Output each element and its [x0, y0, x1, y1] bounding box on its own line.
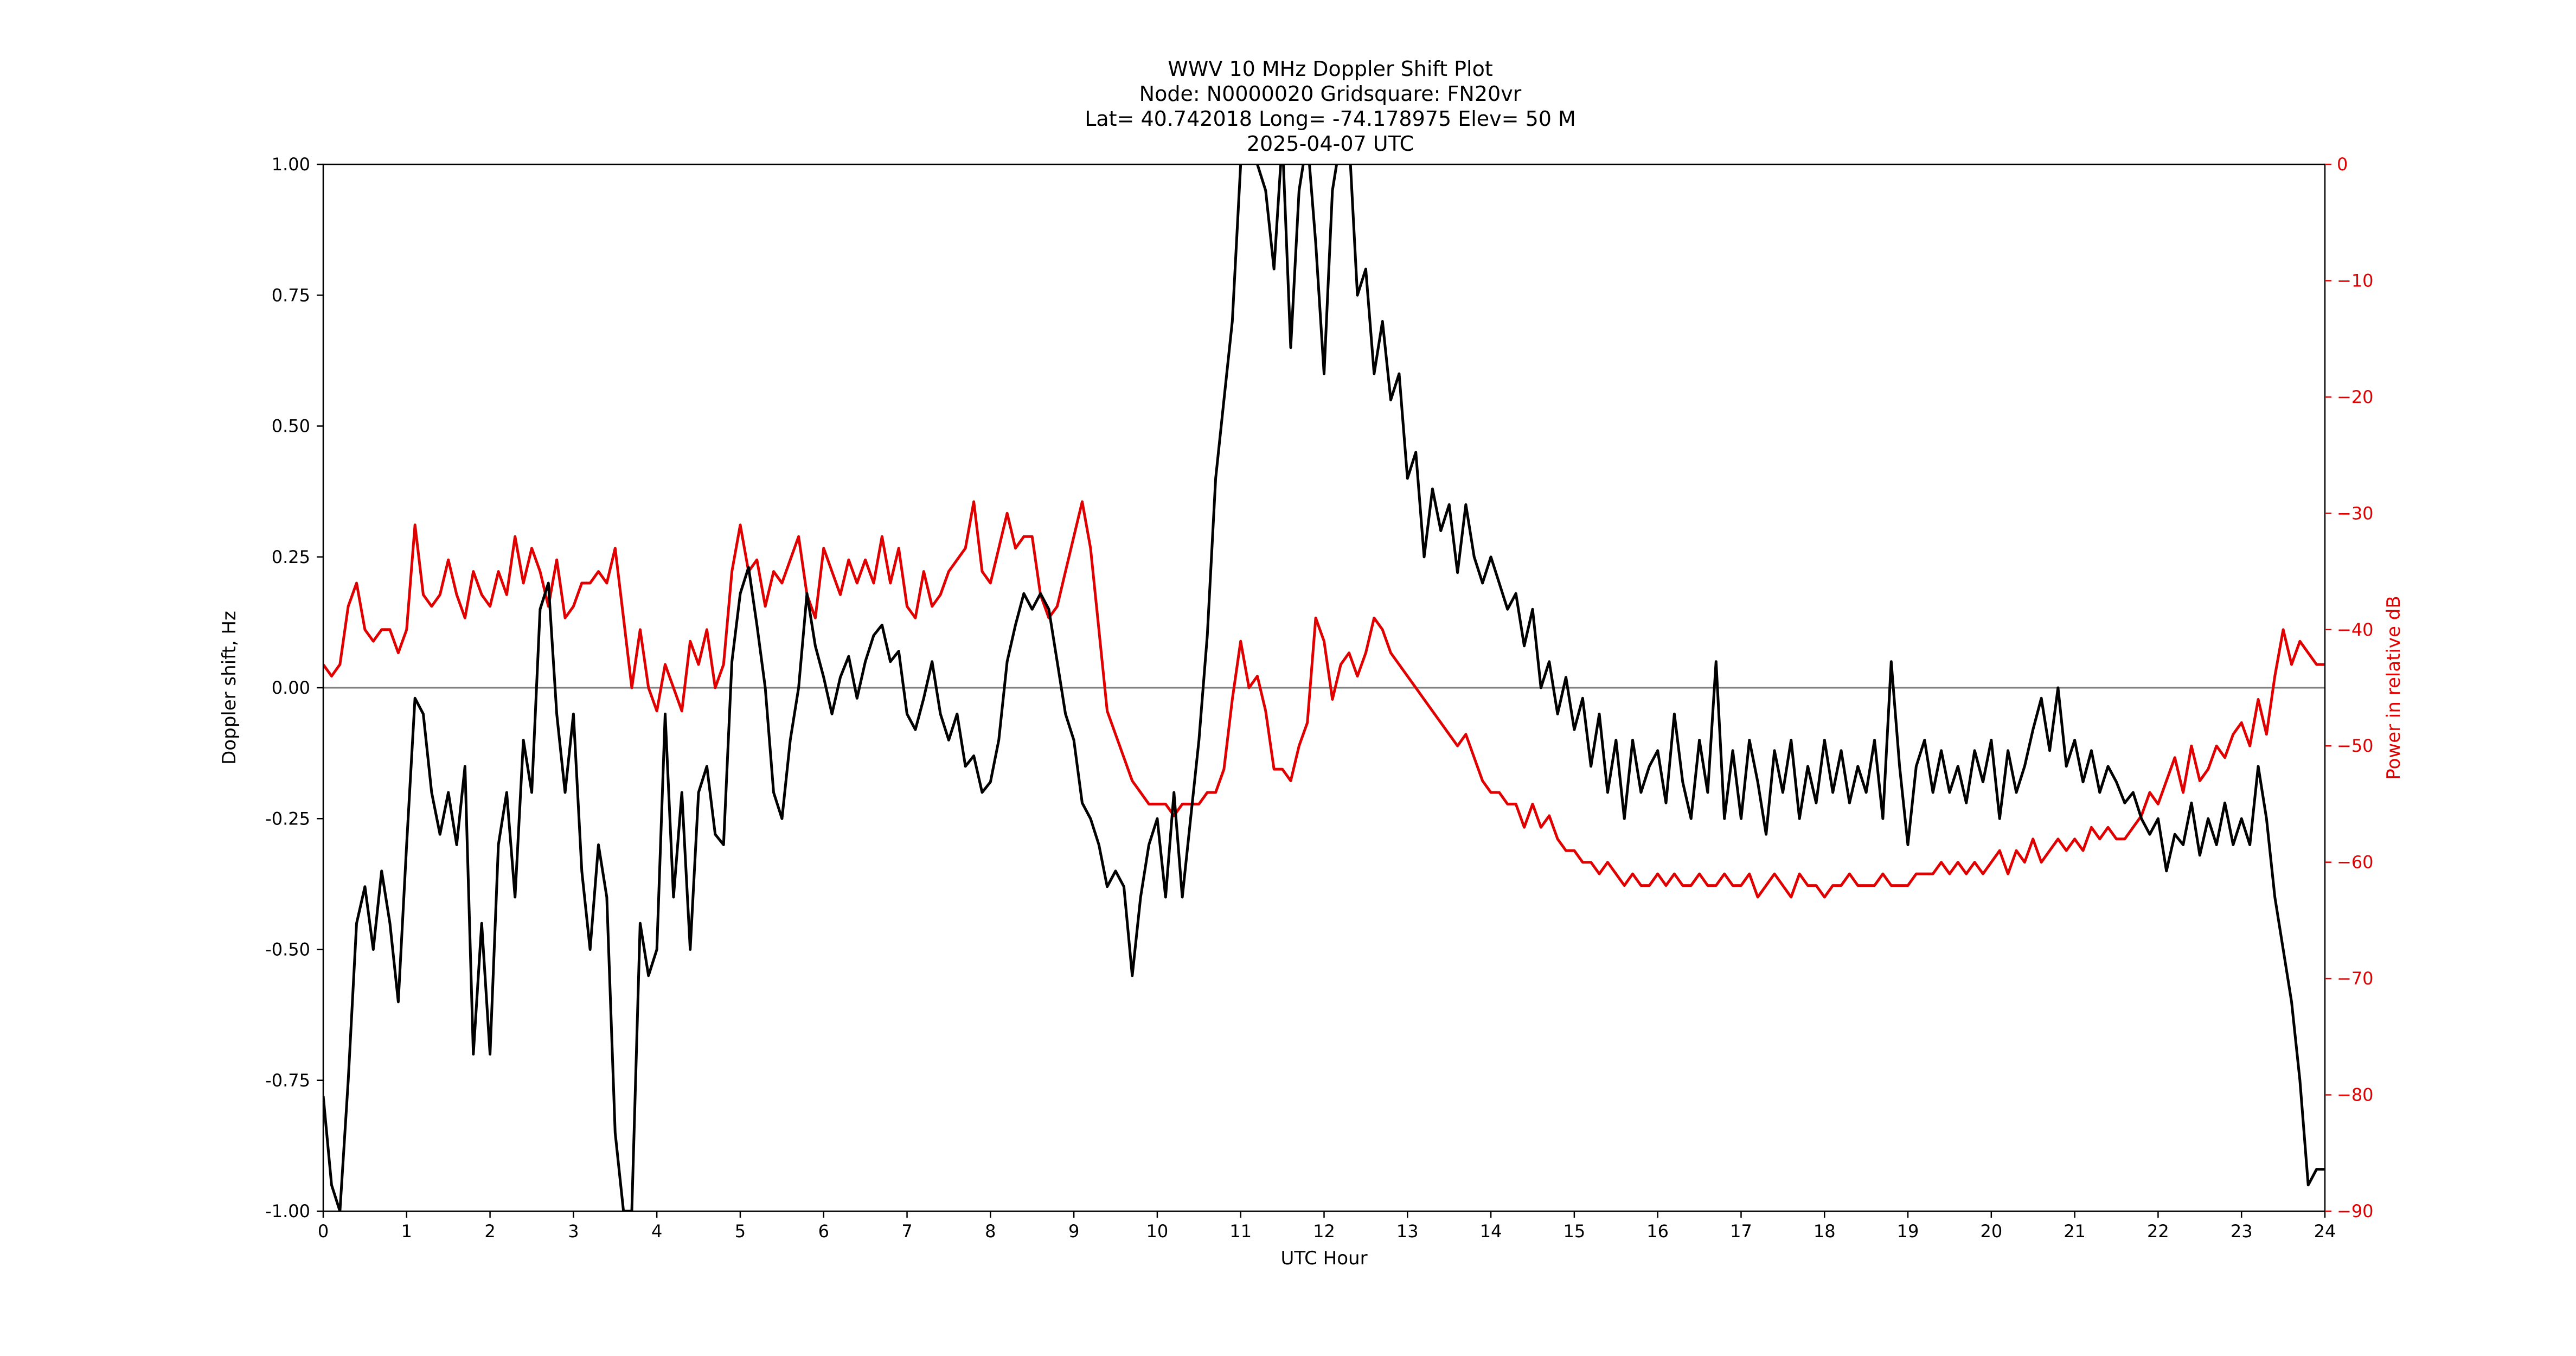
x-tick-label: 15: [1563, 1221, 1586, 1242]
y2-tick-label: −80: [2337, 1085, 2374, 1105]
x-axis-label: UTC Hour: [1280, 1248, 1367, 1269]
y2-tick-label: −50: [2337, 735, 2374, 756]
x-tick-label: 16: [1646, 1221, 1669, 1242]
x-tick-label: 9: [1068, 1221, 1079, 1242]
x-tick-label: 1: [401, 1221, 412, 1242]
y2-tick-label: −60: [2337, 852, 2374, 873]
x-tick-label: 4: [651, 1221, 662, 1242]
x-tick-label: 7: [901, 1221, 912, 1242]
x-tick-label: 19: [1897, 1221, 1919, 1242]
x-tick-label: 24: [2314, 1221, 2336, 1242]
y-tick-label: 0.50: [272, 416, 310, 437]
y-tick-label: -1.00: [265, 1201, 310, 1221]
title-line-4: 2025-04-07 UTC: [1247, 132, 1414, 156]
y-tick-label: 0.25: [272, 547, 310, 567]
title-line-2: Node: N0000020 Gridsquare: FN20vr: [1139, 82, 1522, 106]
y2-tick-label: −20: [2337, 387, 2374, 407]
y-tick-label: -0.25: [265, 808, 310, 829]
x-tick-label: 20: [1980, 1221, 2002, 1242]
doppler-shift-line: [323, 164, 2325, 1211]
x-tick-label: 2: [484, 1221, 495, 1242]
y2-tick-label: −70: [2337, 968, 2374, 989]
x-tick-label: 0: [318, 1221, 329, 1242]
y-tick-label: 0.00: [272, 677, 310, 698]
y-axis-left: 1.00 0.75 0.50 0.25 0.00 -0.25 -0.50 -0.75 -1.00: [265, 154, 323, 1221]
x-tick-label: 8: [985, 1221, 996, 1242]
x-tick-label: 10: [1146, 1221, 1169, 1242]
x-tick-label: 22: [2147, 1221, 2169, 1242]
x-tick-label: 11: [1229, 1221, 1252, 1242]
y2-axis-label: Power in relative dB: [2383, 596, 2405, 779]
x-tick-label: 3: [568, 1221, 579, 1242]
x-tick-label: 14: [1480, 1221, 1502, 1242]
x-tick-label: 5: [735, 1221, 746, 1242]
series-layer: [323, 164, 2325, 1211]
x-tick-label: 12: [1313, 1221, 1335, 1242]
y2-tick-label: −30: [2337, 503, 2374, 523]
power-line: [323, 500, 2325, 899]
x-tick-label: 21: [2064, 1221, 2086, 1242]
y-tick-label: 0.75: [272, 285, 310, 305]
y-axis-label: Doppler shift, Hz: [219, 611, 240, 765]
x-tick-label: 18: [1814, 1221, 1836, 1242]
y-tick-label: 1.00: [272, 154, 310, 175]
x-tick-label: 17: [1730, 1221, 1752, 1242]
title-line-3: Lat= 40.742018 Long= -74.178975 Elev= 50…: [1085, 107, 1576, 131]
chart-title: WWV 10 MHz Doppler Shift Plot Node: N000…: [1085, 57, 1576, 156]
y2-tick-label: 0: [2337, 154, 2348, 175]
x-tick-label: 6: [818, 1221, 829, 1242]
y-tick-label: -0.50: [265, 939, 310, 960]
y2-tick-label: −90: [2337, 1201, 2374, 1221]
y2-tick-label: −10: [2337, 270, 2374, 291]
y2-tick-label: −40: [2337, 619, 2374, 640]
x-axis: 0 1 2 3 4 5 6 7 8 9 10 11 12 13 14 15 16 17 18 19 20 21 22 23 24: [318, 1211, 2336, 1242]
x-tick-label: 13: [1396, 1221, 1419, 1242]
y-tick-label: -0.75: [265, 1070, 310, 1091]
y-axis-right: 0 −10 −20 −30 −40 −50 −60 −70 −80 −90: [2325, 154, 2374, 1221]
title-line-1: WWV 10 MHz Doppler Shift Plot: [1168, 57, 1493, 81]
x-tick-label: 23: [2231, 1221, 2253, 1242]
